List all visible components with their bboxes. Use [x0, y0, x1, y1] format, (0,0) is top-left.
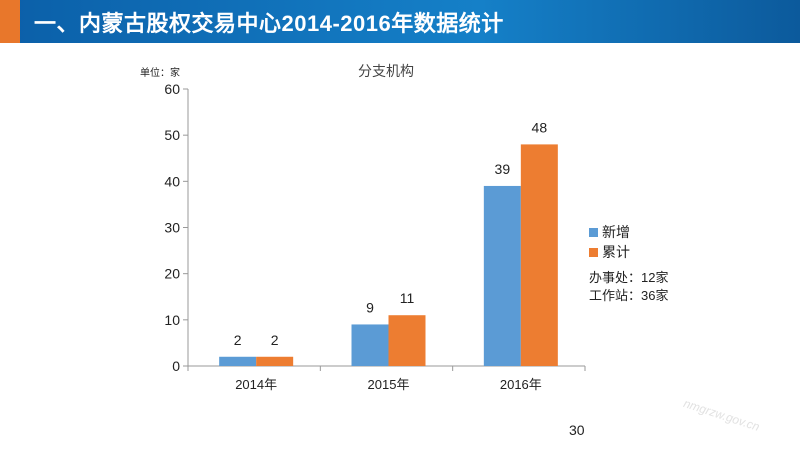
legend-item-xinzeng: 新增 [589, 222, 630, 242]
y-axis-unit: 单位：家 [140, 66, 180, 79]
data-label: 11 [400, 290, 415, 306]
y-tick-label: 20 [164, 266, 180, 282]
page-number: 30 [569, 422, 585, 438]
data-label: 2 [234, 332, 242, 348]
x-tick-label: 2016年 [500, 377, 542, 392]
x-tick-label: 2014年 [235, 377, 277, 392]
y-tick-label: 10 [164, 312, 180, 328]
data-label: 39 [495, 161, 511, 177]
bar-累计-2014年 [256, 356, 294, 366]
note-office: 办事处：12家 [589, 270, 669, 285]
bar-累计-2015年 [388, 315, 426, 366]
note-station: 工作站：36家 [589, 288, 669, 303]
bar-新增-2016年 [483, 185, 521, 366]
y-tick-label: 60 [164, 81, 180, 97]
x-tick-label: 2015年 [368, 377, 410, 392]
bar-累计-2016年 [520, 144, 558, 366]
data-label: 2 [271, 332, 279, 348]
y-tick-label: 0 [172, 358, 180, 374]
y-tick-label: 30 [164, 220, 180, 236]
y-tick-label: 40 [164, 173, 180, 189]
bar-新增-2014年 [219, 356, 257, 366]
legend-swatch-blue [589, 227, 598, 237]
legend-label: 累计 [602, 244, 630, 260]
chart-title: 分支机构 [358, 63, 414, 79]
data-label: 48 [532, 119, 548, 135]
accent-bar [0, 0, 20, 43]
legend-label: 新增 [602, 224, 630, 240]
header-banner: 一、内蒙古股权交易中心2014-2016年数据统计 [0, 0, 800, 43]
data-label: 9 [366, 299, 374, 315]
slide-title: 一、内蒙古股权交易中心2014-2016年数据统计 [34, 11, 504, 36]
bar-新增-2015年 [351, 324, 389, 366]
legend-item-leiji: 累计 [589, 242, 630, 262]
legend-swatch-orange [589, 247, 598, 257]
y-tick-label: 50 [164, 127, 180, 143]
